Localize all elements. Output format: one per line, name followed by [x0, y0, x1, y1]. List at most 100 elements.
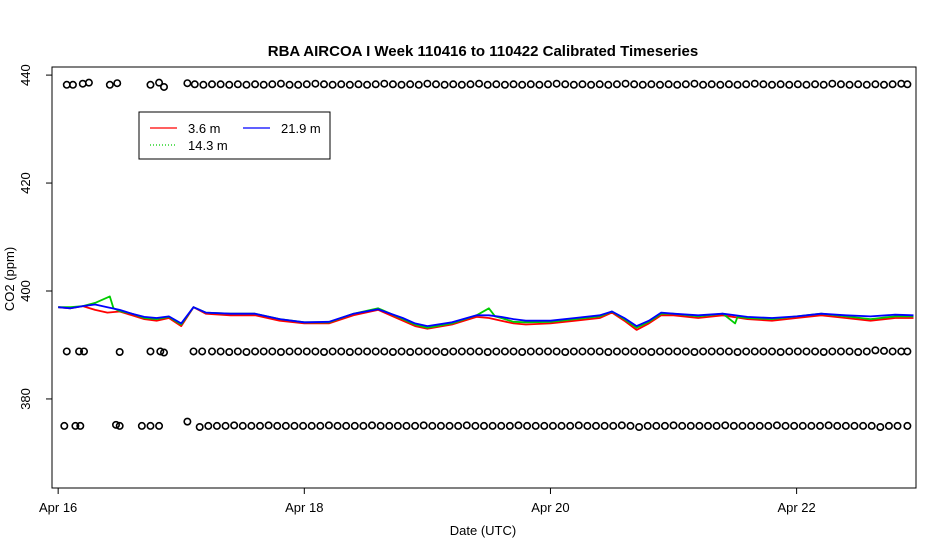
reference-point	[609, 421, 618, 430]
reference-point	[294, 80, 303, 89]
reference-point	[785, 347, 794, 356]
reference-point	[302, 80, 311, 89]
reference-point	[406, 347, 415, 356]
reference-point	[428, 421, 437, 430]
reference-point	[612, 80, 621, 89]
x-tick-label: Apr 18	[285, 500, 323, 515]
reference-point	[824, 421, 833, 430]
reference-point	[333, 421, 342, 430]
reference-point	[276, 347, 285, 356]
reference-point	[354, 80, 363, 89]
reference-point	[569, 347, 578, 356]
reference-point	[68, 80, 77, 89]
reference-point	[742, 80, 751, 89]
reference-point	[342, 421, 351, 430]
reference-point	[212, 421, 221, 430]
reference-point	[681, 347, 690, 356]
x-axis-label: Date (UTC)	[450, 523, 516, 538]
reference-point	[221, 421, 230, 430]
reference-point	[479, 421, 488, 430]
x-tick-label: Apr 20	[531, 500, 569, 515]
x-tick-label: Apr 16	[39, 500, 77, 515]
reference-point	[76, 421, 85, 430]
reference-point	[871, 346, 880, 355]
reference-point	[750, 347, 759, 356]
reference-point	[371, 80, 380, 89]
reference-point	[793, 347, 802, 356]
reference-point	[699, 347, 708, 356]
reference-point	[500, 80, 509, 89]
reference-point	[445, 421, 454, 430]
reference-point	[273, 421, 282, 430]
reference-point	[285, 80, 294, 89]
reference-point	[483, 347, 492, 356]
reference-point	[716, 347, 725, 356]
reference-point	[862, 80, 871, 89]
reference-point	[850, 421, 859, 430]
reference-point	[759, 80, 768, 89]
reference-point	[621, 79, 630, 88]
reference-point	[78, 79, 87, 88]
reference-point	[216, 347, 225, 356]
reference-point	[380, 347, 389, 356]
reference-point	[681, 80, 690, 89]
y-tick-label: 380	[18, 388, 33, 410]
reference-point	[638, 347, 647, 356]
reference-point	[815, 421, 824, 430]
reference-point	[199, 80, 208, 89]
reference-point	[259, 80, 268, 89]
reference-point	[363, 347, 372, 356]
reference-point	[457, 347, 466, 356]
reference-point	[807, 421, 816, 430]
reference-point	[569, 80, 578, 89]
reference-point	[612, 347, 621, 356]
reference-point	[190, 80, 199, 89]
reference-point	[776, 80, 785, 89]
reference-point	[604, 347, 613, 356]
legend: 3.6 m 14.3 m 21.9 m	[138, 111, 331, 160]
reference-point	[500, 347, 509, 356]
reference-point	[604, 80, 613, 89]
chart-title: RBA AIRCOA I Week 110416 to 110422 Calib…	[268, 43, 699, 60]
reference-point	[155, 421, 164, 430]
reference-point	[738, 421, 747, 430]
legend-label: 3.6 m	[188, 121, 221, 136]
reference-point	[535, 80, 544, 89]
reference-point	[402, 421, 411, 430]
reference-point	[712, 421, 721, 430]
reference-point	[591, 421, 600, 430]
reference-point	[845, 80, 854, 89]
reference-point	[600, 421, 609, 430]
reference-point	[294, 347, 303, 356]
reference-point	[557, 421, 566, 430]
reference-point	[230, 421, 239, 430]
reference-point	[871, 80, 880, 89]
reference-point	[893, 421, 902, 430]
reference-point	[673, 80, 682, 89]
reference-point	[397, 80, 406, 89]
reference-point	[836, 80, 845, 89]
reference-point	[729, 421, 738, 430]
reference-point	[115, 421, 124, 430]
reference-point	[137, 421, 146, 430]
reference-point	[466, 80, 475, 89]
reference-point	[828, 347, 837, 356]
reference-point	[767, 80, 776, 89]
reference-point	[647, 347, 656, 356]
reference-point	[819, 347, 828, 356]
reference-point	[854, 347, 863, 356]
reference-point	[60, 421, 69, 430]
reference-point	[867, 421, 876, 430]
reference-point	[195, 423, 204, 432]
reference-point	[440, 347, 449, 356]
reference-point	[509, 80, 518, 89]
reference-point	[354, 347, 363, 356]
reference-point	[393, 421, 402, 430]
reference-point	[290, 421, 299, 430]
reference-point	[574, 421, 583, 430]
reference-point	[884, 421, 893, 430]
reference-point	[626, 421, 635, 430]
reference-point	[548, 421, 557, 430]
reference-point	[833, 421, 842, 430]
